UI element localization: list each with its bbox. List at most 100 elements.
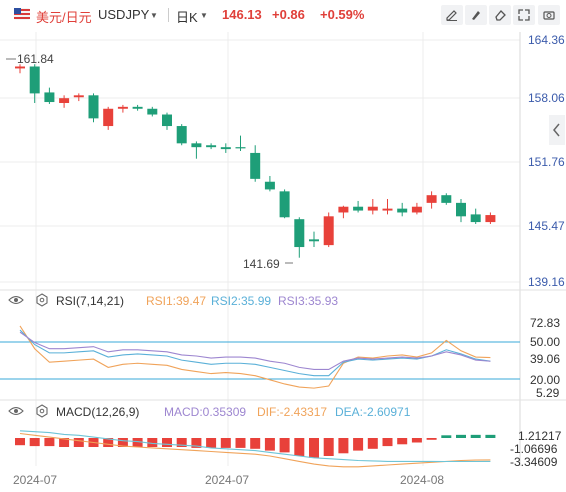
candle [294, 217, 305, 258]
candlestick-series [15, 64, 496, 258]
candle [176, 124, 187, 146]
min-label: 141.69 [243, 257, 280, 271]
chevron-down-icon[interactable]: ▼ [150, 11, 158, 20]
y-tick-label: 139.16 [528, 275, 565, 289]
candle [88, 93, 99, 123]
eraser-button[interactable] [489, 5, 511, 25]
macd-bar [264, 438, 275, 451]
candle [250, 145, 261, 182]
macd-bar [309, 438, 319, 458]
candle [117, 104, 128, 113]
y-tick-label: 158.06 [528, 91, 565, 105]
macd-bar [470, 434, 481, 438]
candle [456, 199, 466, 223]
flag-icon [14, 8, 30, 20]
gear-icon[interactable] [36, 404, 48, 418]
x-tick-label: 2024-07 [13, 473, 57, 487]
screenshot-button[interactable] [538, 5, 560, 25]
chevron-down-icon[interactable]: ▼ [200, 11, 208, 20]
candle [147, 106, 158, 117]
macd-bar [441, 435, 452, 438]
divider [168, 8, 169, 22]
expand-side-icon [553, 123, 560, 137]
y-tick-label: 145.47 [528, 219, 565, 233]
y-tick-label: 50.00 [530, 335, 560, 349]
draw-icon [472, 11, 480, 20]
y-tick-label: 5.29 [536, 386, 560, 400]
y-tick-label: -3.34609 [510, 455, 558, 469]
candle [309, 231, 319, 248]
candle [485, 212, 496, 224]
macd-bar [426, 438, 437, 440]
pair-name: 美元/日元 [36, 10, 92, 25]
y-tick-label: 1.21217 [518, 429, 562, 443]
rsi-title: RSI(7,14,21) [56, 294, 124, 308]
expand-side-button[interactable] [549, 115, 565, 145]
x-axis: 2024-07 2024-07 2024-08 [13, 473, 444, 487]
candle [279, 189, 290, 219]
macd-header: MACD(12,26,9) MACD:0.35309 DIF:-2.43317 … [8, 404, 411, 419]
macd-bar [220, 438, 231, 448]
indicator-button[interactable] [441, 5, 463, 25]
candle [382, 199, 393, 215]
candle [132, 104, 143, 111]
dif-line [19, 432, 491, 468]
macd-value: MACD:0.35309 [164, 405, 246, 419]
fullscreen-icon [518, 9, 530, 21]
y-tick-label: 164.36 [528, 33, 565, 47]
pencil-icon [446, 10, 457, 21]
macd-bar [73, 438, 84, 447]
y-tick-label: 20.00 [530, 373, 560, 387]
macd-bar [206, 438, 217, 448]
rsi-line [19, 329, 491, 377]
last-price: 146.13 [222, 7, 262, 22]
eraser-icon [495, 10, 506, 21]
candle [353, 200, 364, 213]
macd-bar [117, 438, 128, 447]
macd-bar [294, 438, 305, 456]
rsi2-value: RSI2:35.99 [211, 294, 271, 308]
camera-icon [543, 11, 555, 20]
candle [338, 205, 349, 219]
y-tick-label: 39.06 [530, 352, 560, 366]
symbol-selector[interactable]: USDJPY [98, 7, 150, 22]
price-change-pct: +0.59% [320, 7, 365, 22]
fullscreen-button[interactable] [513, 5, 535, 25]
dea-line [19, 430, 491, 463]
macd-bar [323, 438, 334, 456]
candle [367, 199, 378, 215]
candle [397, 202, 408, 217]
macd-bar [15, 438, 25, 446]
rsi-header: RSI(7,14,21) RSI1:39.47 RSI2:35.99 RSI3:… [8, 293, 338, 308]
macd-bar [191, 438, 202, 448]
macd-y-axis: 1.21217 -1.06696 -3.34609 [510, 429, 562, 469]
candle [264, 175, 275, 192]
macd-lines [19, 430, 491, 468]
eye-icon[interactable] [8, 295, 24, 305]
candle [59, 95, 70, 108]
macd-bar [44, 438, 55, 447]
x-tick-label: 2024-08 [400, 473, 444, 487]
y-tick-label: 72.83 [530, 316, 560, 330]
macd-bar [176, 438, 187, 447]
period-selector[interactable]: 日K [176, 10, 198, 25]
candle [29, 64, 40, 103]
main-grid [0, 32, 520, 466]
main-y-axis: 164.36 158.06 151.76 145.47 139.16 [528, 33, 565, 289]
rsi1-value: RSI1:39.47 [146, 294, 206, 308]
eye-icon[interactable] [8, 406, 24, 416]
macd-bar [235, 438, 246, 448]
macd-bar [382, 438, 393, 447]
macd-bar [456, 434, 466, 438]
macd-title: MACD(12,26,9) [56, 405, 139, 419]
candle [235, 135, 246, 152]
gear-icon[interactable] [36, 293, 48, 307]
max-annotation: 161.84 [6, 52, 54, 66]
draw-button[interactable] [465, 5, 487, 25]
candle [441, 193, 452, 205]
macd-bar [338, 438, 349, 454]
candle [323, 212, 334, 248]
candle [206, 143, 217, 150]
rsi-line [19, 325, 491, 389]
